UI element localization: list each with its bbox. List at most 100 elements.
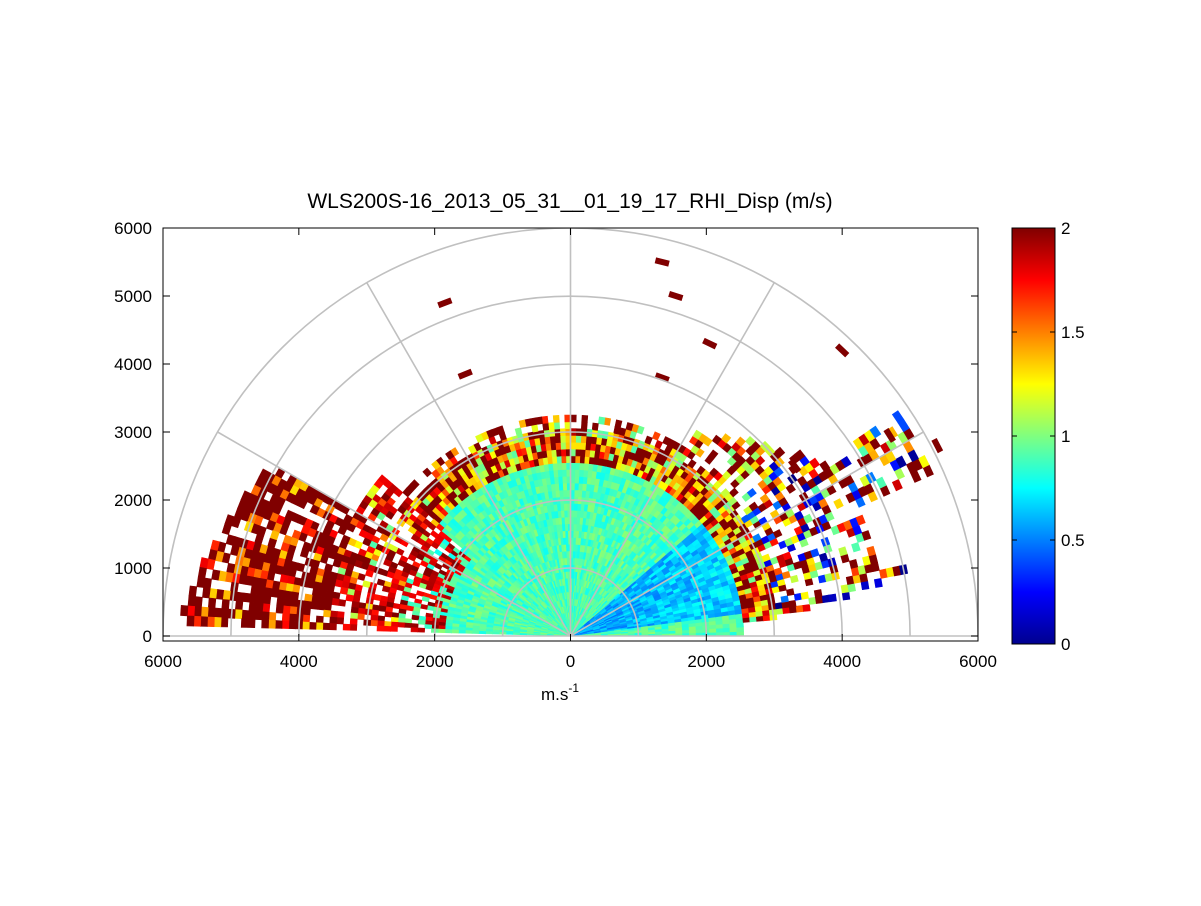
- data-cell: [574, 510, 578, 517]
- data-cell: [574, 490, 578, 497]
- data-cell: [736, 622, 743, 627]
- data-cell: [822, 595, 830, 603]
- data-cell: [201, 617, 208, 627]
- data-cell: [276, 605, 283, 613]
- data-cell: [280, 575, 288, 584]
- data-cell: [398, 618, 405, 623]
- data-cell: [214, 608, 221, 618]
- data-cell: [519, 420, 526, 428]
- data-cell: [486, 632, 493, 634]
- data-cell: [194, 616, 201, 626]
- x-tick-label: 4000: [823, 652, 861, 671]
- data-cell: [189, 586, 197, 597]
- data-cell: [803, 605, 811, 612]
- data-cell: [262, 620, 269, 628]
- data-cell: [577, 504, 581, 511]
- y-tick-label: 2000: [114, 491, 152, 510]
- data-cell: [581, 422, 587, 429]
- data-cell: [290, 599, 298, 607]
- data-cell: [579, 470, 584, 477]
- data-cell: [789, 600, 797, 607]
- data-cell: [575, 463, 580, 470]
- data-cell: [580, 443, 585, 450]
- data-cell: [532, 424, 539, 432]
- data-cell: [575, 442, 580, 449]
- data-cell: [282, 613, 289, 621]
- data-cell: [187, 606, 194, 616]
- data-cell: [557, 463, 562, 470]
- data-cell: [561, 463, 566, 470]
- data-cell: [350, 619, 357, 625]
- data-cell: [561, 449, 566, 456]
- data-cell: [311, 602, 319, 610]
- x-tick-label: 6000: [144, 652, 182, 671]
- data-cell: [565, 415, 571, 422]
- data-cell: [377, 621, 384, 626]
- data-cell: [459, 630, 466, 633]
- data-cell: [262, 612, 269, 621]
- data-cell: [553, 415, 559, 422]
- data-cell: [330, 617, 337, 624]
- data-cell: [194, 606, 201, 616]
- data-cell: [197, 577, 205, 588]
- data-cell: [350, 624, 357, 630]
- y-tick-label: 1000: [114, 559, 152, 578]
- y-tick-label: 5000: [114, 287, 152, 306]
- data-cell: [861, 581, 869, 590]
- data-cell: [391, 627, 398, 632]
- data-cell: [214, 617, 221, 627]
- data-cell: [374, 594, 382, 600]
- data-cell: [411, 624, 418, 629]
- data-cell: [324, 604, 332, 611]
- x-tick-label: 2000: [687, 652, 725, 671]
- data-cell: [358, 608, 365, 614]
- data-cell: [311, 595, 319, 603]
- data-cell: [575, 449, 580, 456]
- data-cell: [343, 624, 350, 630]
- data-cell: [585, 443, 591, 450]
- data-cell: [198, 567, 206, 578]
- data-cell: [384, 626, 391, 631]
- data-cell: [242, 610, 249, 619]
- data-cell: [794, 593, 802, 600]
- data-cell: [584, 463, 589, 470]
- data-cell: [181, 605, 189, 616]
- data-cell: [814, 590, 822, 598]
- data-cell: [323, 610, 330, 617]
- data-cell: [227, 563, 235, 573]
- y-tick-label: 3000: [114, 423, 152, 442]
- data-cell: [829, 594, 837, 602]
- data-cell: [526, 634, 533, 635]
- data-cell: [809, 597, 817, 604]
- data-cell: [222, 599, 230, 609]
- data-cell: [580, 449, 585, 456]
- data-cell: [574, 483, 578, 490]
- data-cell: [874, 578, 882, 587]
- data-cell: [562, 470, 567, 477]
- x-tick-label: 0: [566, 652, 575, 671]
- data-cell: [391, 617, 398, 622]
- data-cell: [318, 596, 326, 604]
- colorbar-tick-label: 0.5: [1061, 531, 1085, 550]
- data-cell: [445, 629, 452, 633]
- y-tick-label: 4000: [114, 355, 152, 374]
- data-cell: [337, 612, 344, 619]
- data-cell: [235, 610, 242, 619]
- data-cell: [371, 615, 378, 621]
- data-cell: [560, 436, 565, 443]
- data-cell: [384, 621, 391, 626]
- data-cell: [309, 622, 316, 629]
- data-cell: [775, 603, 783, 609]
- x-tick-label: 6000: [959, 652, 997, 671]
- data-cell: [582, 415, 588, 422]
- data-cell: [842, 592, 850, 600]
- x-tick-label: 4000: [280, 652, 318, 671]
- data-cell: [472, 631, 479, 634]
- y-tick-label: 0: [143, 627, 152, 646]
- data-cell: [506, 633, 513, 635]
- data-cell: [262, 604, 270, 613]
- data-cell: [289, 621, 296, 629]
- data-cell: [346, 595, 354, 602]
- data-cell: [418, 628, 425, 632]
